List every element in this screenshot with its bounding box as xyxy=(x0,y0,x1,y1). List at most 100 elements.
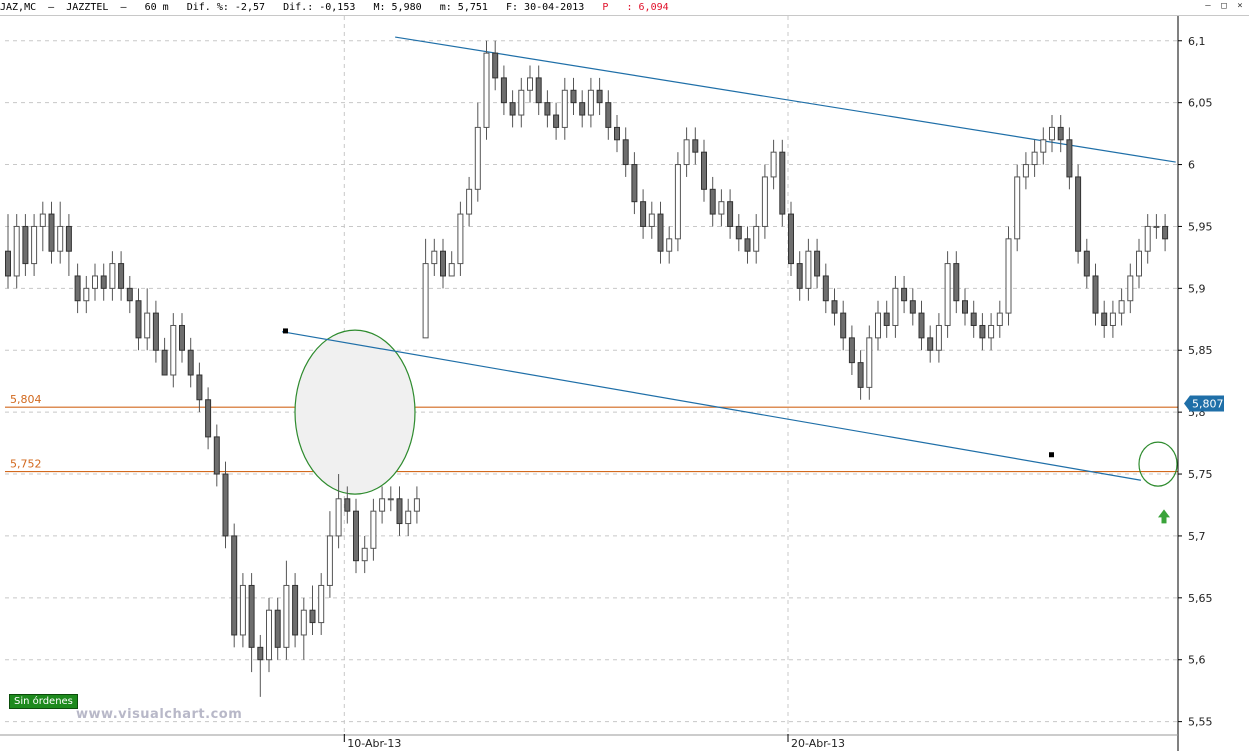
candle-body xyxy=(248,584,255,648)
candle xyxy=(500,65,507,116)
candle-body xyxy=(1101,312,1108,326)
candle xyxy=(1162,214,1169,252)
candle xyxy=(1109,300,1116,338)
candle xyxy=(152,300,159,363)
candle-body xyxy=(283,584,290,648)
candle-body xyxy=(483,52,490,128)
candle xyxy=(1144,214,1151,264)
candle-body xyxy=(74,275,81,302)
candle xyxy=(1101,300,1108,338)
candle xyxy=(1057,115,1064,153)
dif-value: Dif.: -0,153 xyxy=(283,2,356,13)
candle xyxy=(326,511,333,598)
candle-body xyxy=(440,250,446,277)
candle-body xyxy=(814,250,821,277)
candle xyxy=(848,325,855,375)
candle xyxy=(179,313,185,363)
date-axis: 10-Abr-13 20-Abr-13 xyxy=(343,734,845,750)
candle xyxy=(231,523,238,648)
y-tick-label: 5,85 xyxy=(1188,344,1213,357)
candle-body xyxy=(518,89,525,116)
candle xyxy=(1040,127,1047,165)
candle xyxy=(1049,115,1055,153)
candle xyxy=(666,226,673,264)
candle-body xyxy=(5,250,11,277)
candle xyxy=(457,201,464,276)
candle xyxy=(492,40,499,91)
candle-body xyxy=(1144,225,1151,252)
candle xyxy=(1136,238,1142,289)
candle xyxy=(831,288,838,326)
candle xyxy=(466,176,473,227)
candle-body xyxy=(370,510,377,549)
candle xyxy=(274,597,281,660)
candle-body xyxy=(231,535,238,636)
candle xyxy=(796,251,803,301)
candle xyxy=(657,201,664,264)
candle-body xyxy=(587,89,594,116)
candle-body xyxy=(326,535,333,586)
candle xyxy=(535,65,542,116)
candle-body xyxy=(953,263,960,302)
candle-body xyxy=(213,436,220,475)
candle xyxy=(205,387,212,450)
candle-body xyxy=(631,164,638,203)
candle xyxy=(379,486,386,524)
candle-body xyxy=(361,547,368,562)
candle-body xyxy=(353,510,359,562)
candle-body xyxy=(918,312,925,339)
close-icon[interactable]: × xyxy=(1237,1,1243,11)
candle-body xyxy=(500,77,507,104)
candle-body xyxy=(970,312,977,326)
candle xyxy=(648,201,655,239)
candle-body xyxy=(170,324,177,376)
candle-body xyxy=(422,263,429,339)
candle xyxy=(1031,139,1038,177)
candle xyxy=(1127,263,1134,314)
annotations: 5,807 xyxy=(283,328,1224,524)
candle-body xyxy=(466,188,473,215)
minimize-icon[interactable]: – xyxy=(1205,1,1211,11)
chart-header: JAZ,MC – JAZZTEL – 60 m Dif. %: -2,57 Di… xyxy=(0,0,1249,16)
orders-status-badge[interactable]: Sin órdenes xyxy=(9,694,78,709)
candle-body xyxy=(831,300,838,314)
candle xyxy=(918,300,925,351)
candle xyxy=(222,461,229,549)
candle-body xyxy=(457,213,464,265)
candle xyxy=(396,486,403,536)
y-tick-label: 5,95 xyxy=(1188,220,1213,233)
candle-body xyxy=(701,151,707,190)
candle-body xyxy=(875,312,881,339)
candle xyxy=(727,189,734,239)
candle xyxy=(1153,214,1160,239)
candle-body xyxy=(674,164,681,240)
candle-body xyxy=(622,139,629,166)
candle xyxy=(622,127,629,177)
candle-body xyxy=(1162,225,1169,240)
grid-lines xyxy=(5,16,1178,734)
dif-percent: Dif. %: -2,57 xyxy=(186,2,266,13)
candle xyxy=(31,214,38,276)
candle-body xyxy=(396,498,403,525)
candle-body xyxy=(1118,300,1125,314)
x-tick-label: 20-Abr-13 xyxy=(791,737,845,750)
candle xyxy=(970,300,977,338)
candle xyxy=(683,127,690,177)
candle-body xyxy=(1066,139,1073,178)
candle-body xyxy=(1005,238,1012,314)
min-value: m: 5,751 xyxy=(439,2,488,13)
candle xyxy=(22,214,29,276)
candle-body xyxy=(448,263,455,277)
candle xyxy=(100,263,107,301)
candle-body xyxy=(31,225,38,265)
candle xyxy=(640,189,647,239)
candle xyxy=(422,238,429,339)
candle xyxy=(170,313,177,388)
watermark: www.visualchart.com xyxy=(76,707,243,722)
maximize-icon[interactable]: □ xyxy=(1221,1,1227,11)
candle-body xyxy=(640,201,647,227)
candle-body xyxy=(979,324,986,339)
candle-body xyxy=(692,139,699,153)
candle-body xyxy=(579,102,586,116)
